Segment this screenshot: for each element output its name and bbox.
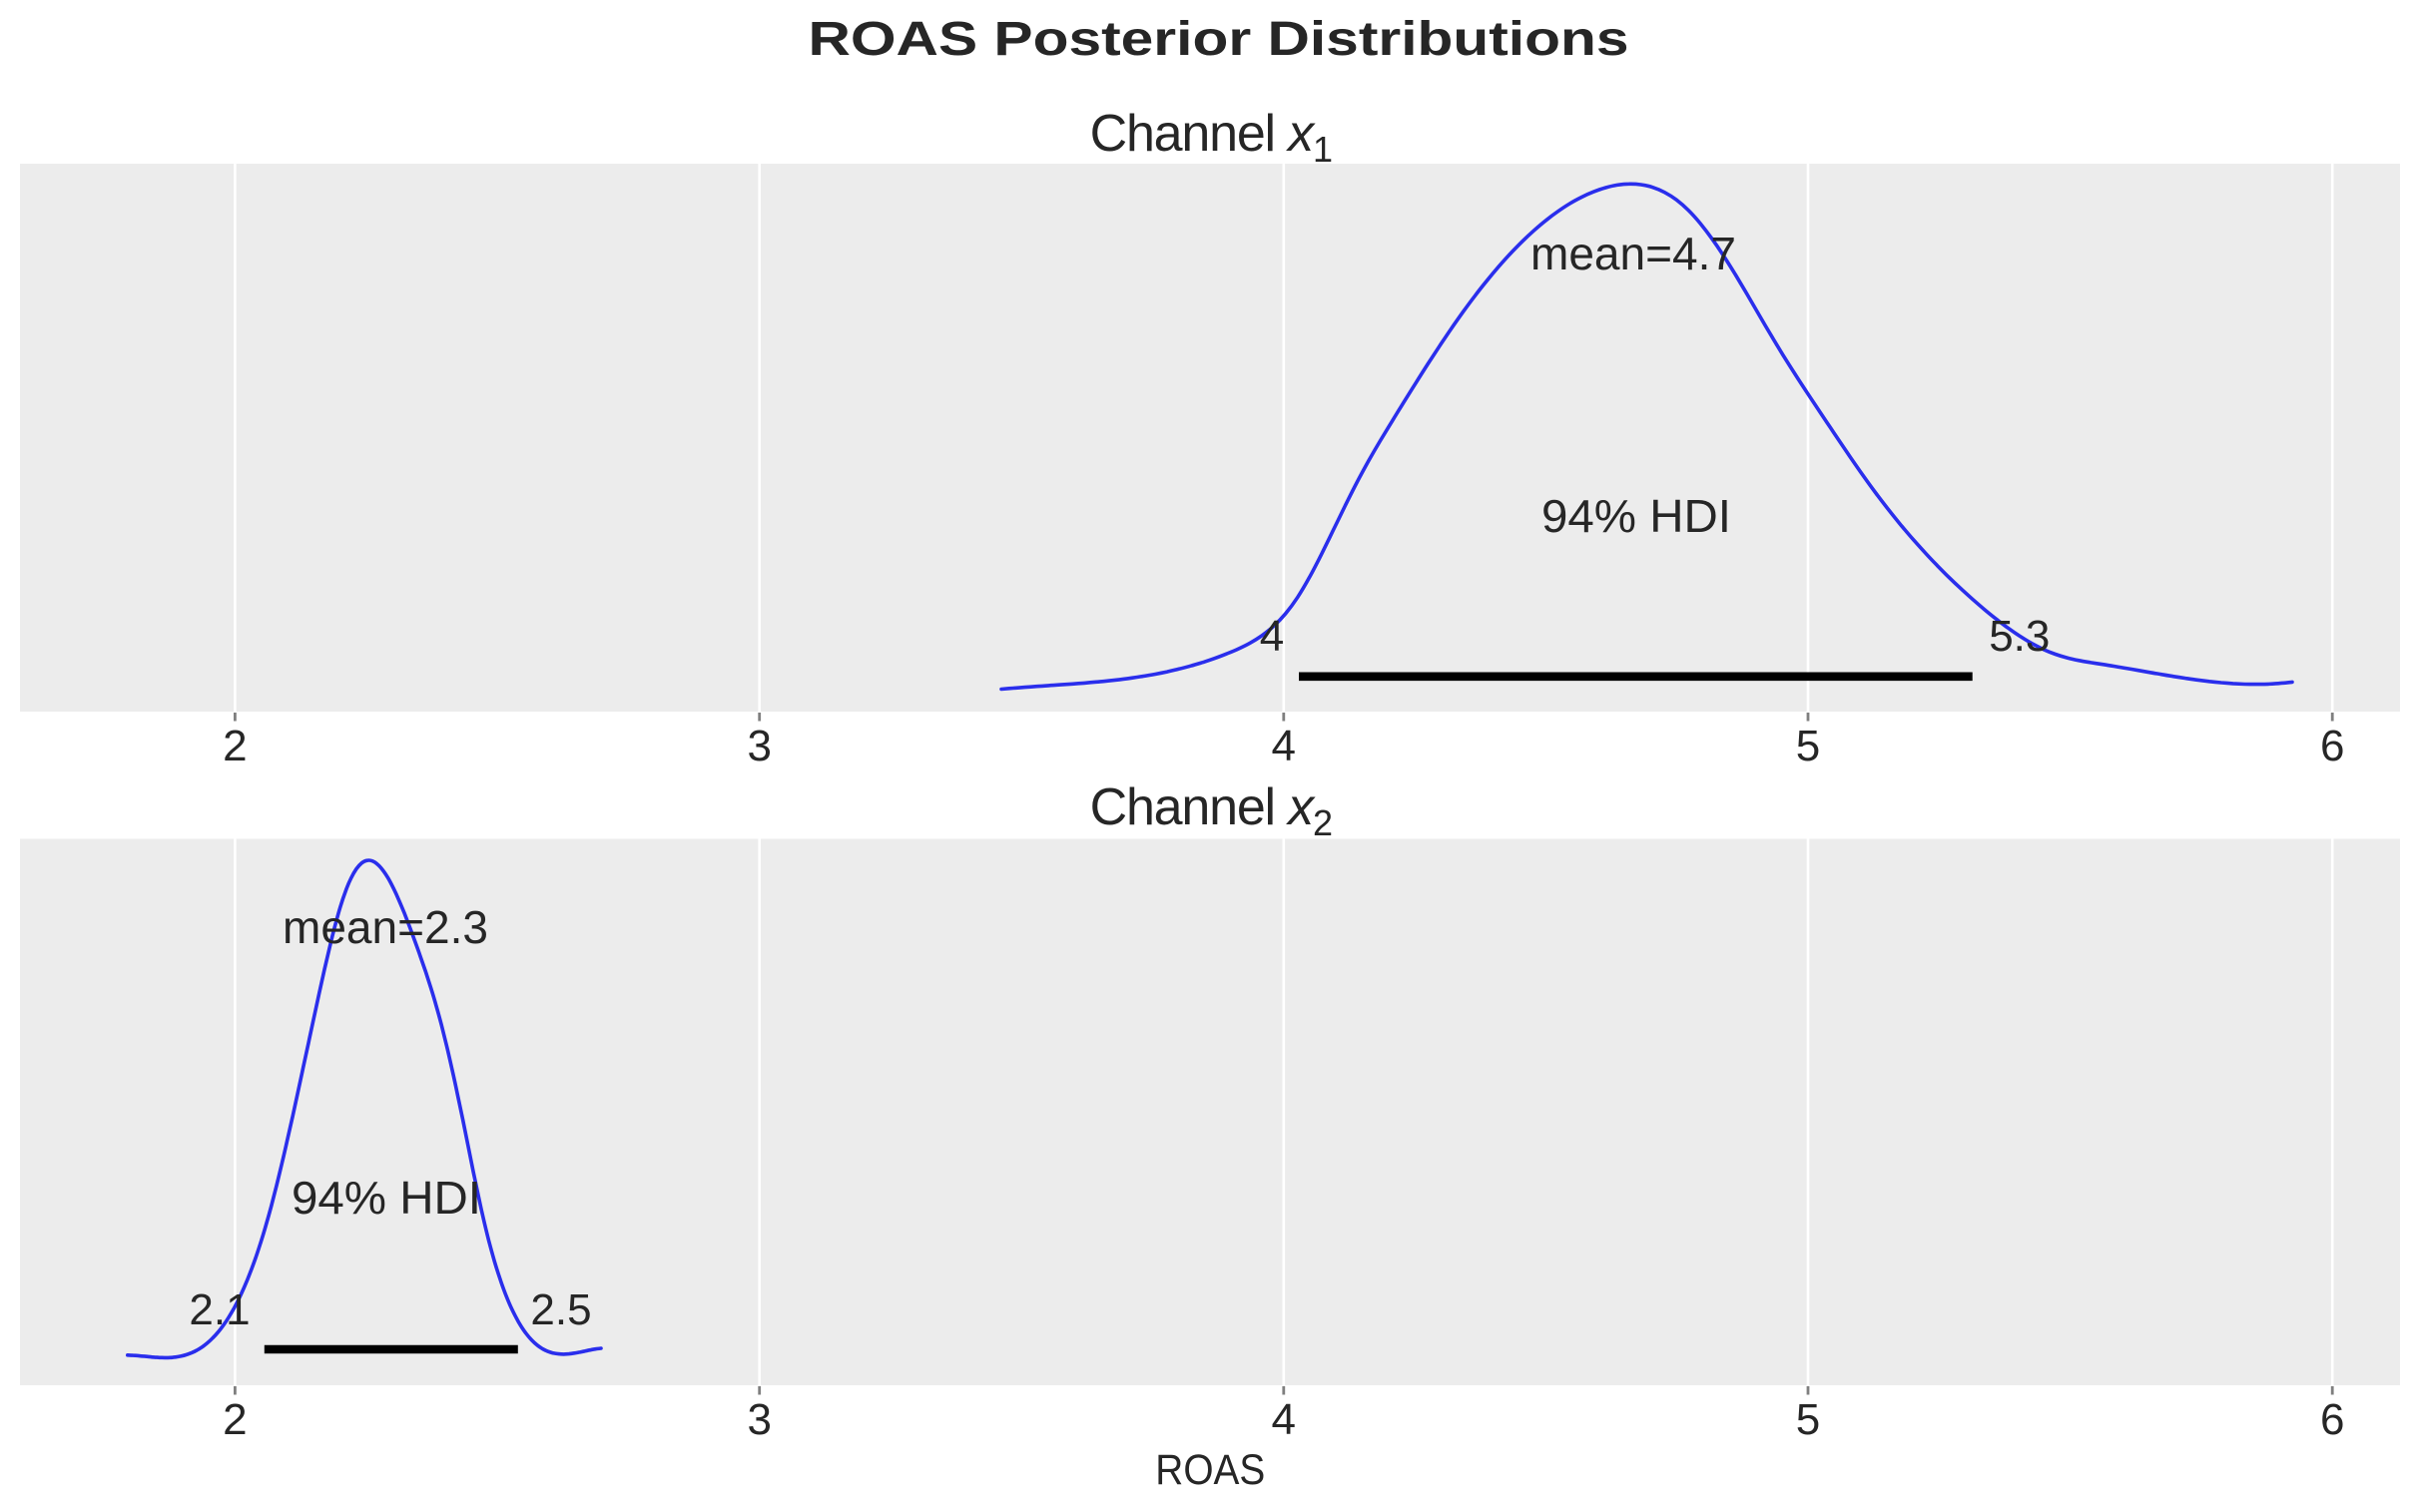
svg-text:4: 4: [1260, 612, 1284, 661]
svg-text:2.1: 2.1: [189, 1285, 250, 1334]
svg-text:3: 3: [747, 1395, 771, 1444]
svg-text:3: 3: [747, 722, 771, 770]
svg-text:5.3: 5.3: [1989, 612, 2050, 661]
svg-text:2: 2: [223, 1395, 247, 1444]
svg-text:2.5: 2.5: [530, 1285, 591, 1334]
svg-text:mean=4.7: mean=4.7: [1530, 228, 1736, 279]
svg-text:mean=2.3: mean=2.3: [283, 901, 488, 953]
svg-text:Channel x1: Channel x1: [1090, 105, 1332, 170]
svg-text:4: 4: [1272, 722, 1296, 770]
svg-text:ROAS Posterior Distributions: ROAS Posterior Distributions: [809, 13, 1629, 66]
svg-text:94% HDI: 94% HDI: [1541, 490, 1731, 542]
svg-text:Channel x2: Channel x2: [1090, 778, 1332, 843]
svg-text:5: 5: [1796, 722, 1820, 770]
svg-text:94% HDI: 94% HDI: [292, 1172, 481, 1224]
svg-text:4: 4: [1272, 1395, 1296, 1444]
svg-text:5: 5: [1796, 1395, 1820, 1444]
svg-text:6: 6: [2320, 1395, 2344, 1444]
svg-text:2: 2: [223, 722, 247, 770]
svg-text:6: 6: [2320, 722, 2344, 770]
svg-text:ROAS: ROAS: [1155, 1446, 1265, 1494]
